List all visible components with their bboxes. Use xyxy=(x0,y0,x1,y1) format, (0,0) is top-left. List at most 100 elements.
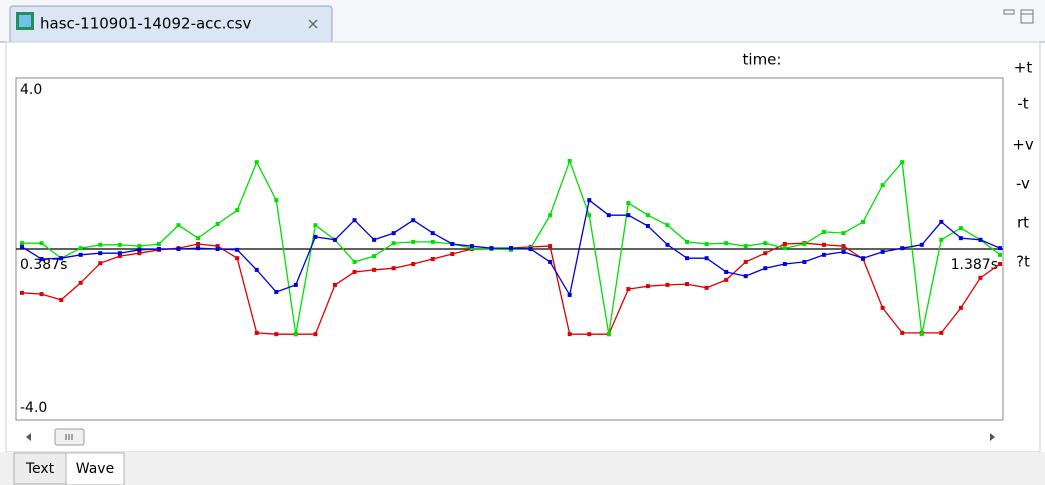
data-point xyxy=(78,252,83,257)
data-point xyxy=(763,266,768,271)
data-point xyxy=(704,285,709,290)
data-point xyxy=(978,237,983,242)
scrollbar xyxy=(16,428,1003,446)
data-point xyxy=(548,259,553,264)
data-point xyxy=(450,241,455,246)
data-point xyxy=(39,241,44,246)
data-point xyxy=(782,246,787,251)
data-point xyxy=(274,332,279,337)
data-point xyxy=(59,297,64,302)
data-point xyxy=(98,242,103,247)
data-point xyxy=(861,256,866,261)
close-icon xyxy=(308,19,318,29)
data-point xyxy=(235,208,240,213)
data-point xyxy=(900,330,905,335)
data-point xyxy=(978,275,983,280)
data-point xyxy=(763,251,768,256)
data-point xyxy=(215,221,220,226)
data-point xyxy=(430,257,435,262)
minimize-icon xyxy=(1003,9,1015,15)
data-point xyxy=(958,305,963,310)
scroll-right[interactable] xyxy=(990,433,995,441)
data-point xyxy=(704,241,709,246)
data-point xyxy=(802,259,807,264)
side-button[interactable]: -v xyxy=(1016,175,1030,193)
side-button[interactable]: ?t xyxy=(1016,253,1030,271)
data-point xyxy=(156,241,161,246)
data-point xyxy=(332,282,337,287)
data-point xyxy=(821,229,826,234)
data-point xyxy=(176,247,181,251)
data-point xyxy=(821,252,826,257)
data-point xyxy=(743,274,748,279)
data-point xyxy=(665,282,670,287)
data-point xyxy=(254,160,259,165)
data-point xyxy=(117,254,122,259)
data-point xyxy=(313,234,318,239)
data-point xyxy=(841,231,846,236)
file-icon-inner xyxy=(19,15,31,27)
data-point xyxy=(880,305,885,310)
tab-close[interactable] xyxy=(308,19,318,29)
side-button[interactable]: +v xyxy=(1012,136,1034,154)
bottom-tab-bar xyxy=(0,452,1045,485)
data-point xyxy=(469,244,474,249)
data-point xyxy=(939,219,944,224)
data-point xyxy=(20,241,24,246)
data-point xyxy=(998,246,1002,251)
side-button[interactable]: rt xyxy=(1017,214,1029,232)
side-button[interactable]: +t xyxy=(1014,59,1033,77)
data-point xyxy=(196,241,201,246)
data-point xyxy=(78,280,83,285)
maximize-button[interactable] xyxy=(1020,9,1034,24)
data-point xyxy=(724,241,729,246)
data-point xyxy=(998,252,1002,257)
data-point xyxy=(352,218,357,223)
x-tick-label: 0.387s xyxy=(20,257,67,273)
data-point xyxy=(372,237,377,242)
side-button[interactable]: -t xyxy=(1017,95,1028,113)
data-point xyxy=(685,239,690,244)
data-point xyxy=(704,256,709,261)
data-point xyxy=(391,241,396,246)
data-point xyxy=(293,332,298,337)
data-point xyxy=(391,231,396,236)
y-tick-label: 4.0 xyxy=(20,82,42,98)
data-point xyxy=(626,201,631,206)
data-point xyxy=(626,213,631,218)
data-point xyxy=(313,223,318,228)
data-point xyxy=(254,267,259,272)
bottom-tab[interactable] xyxy=(13,452,67,485)
data-point xyxy=(509,246,513,251)
data-point xyxy=(372,267,377,272)
data-point xyxy=(861,219,866,224)
data-point xyxy=(274,198,279,203)
data-point xyxy=(802,241,807,246)
data-point xyxy=(821,242,826,247)
data-point xyxy=(548,213,553,218)
data-point xyxy=(724,269,729,274)
data-point xyxy=(900,246,905,251)
data-point xyxy=(587,332,592,337)
data-point xyxy=(98,251,103,256)
data-point xyxy=(606,332,611,337)
data-point xyxy=(411,239,416,244)
data-point xyxy=(352,259,357,264)
data-point xyxy=(919,242,924,247)
data-point xyxy=(939,330,944,335)
data-point xyxy=(391,266,396,271)
data-point xyxy=(196,246,201,251)
data-point xyxy=(919,332,924,337)
data-point xyxy=(958,226,963,231)
data-point xyxy=(645,224,650,229)
scroll-left[interactable] xyxy=(26,433,31,441)
maximize-icon xyxy=(1020,9,1034,24)
data-point xyxy=(782,262,787,267)
bottom-tab-active[interactable] xyxy=(65,452,125,485)
data-point xyxy=(117,242,122,247)
data-point xyxy=(489,246,494,251)
data-point xyxy=(98,261,103,266)
data-point xyxy=(176,223,181,228)
minimize-button[interactable] xyxy=(1003,9,1015,15)
data-point xyxy=(880,249,885,254)
